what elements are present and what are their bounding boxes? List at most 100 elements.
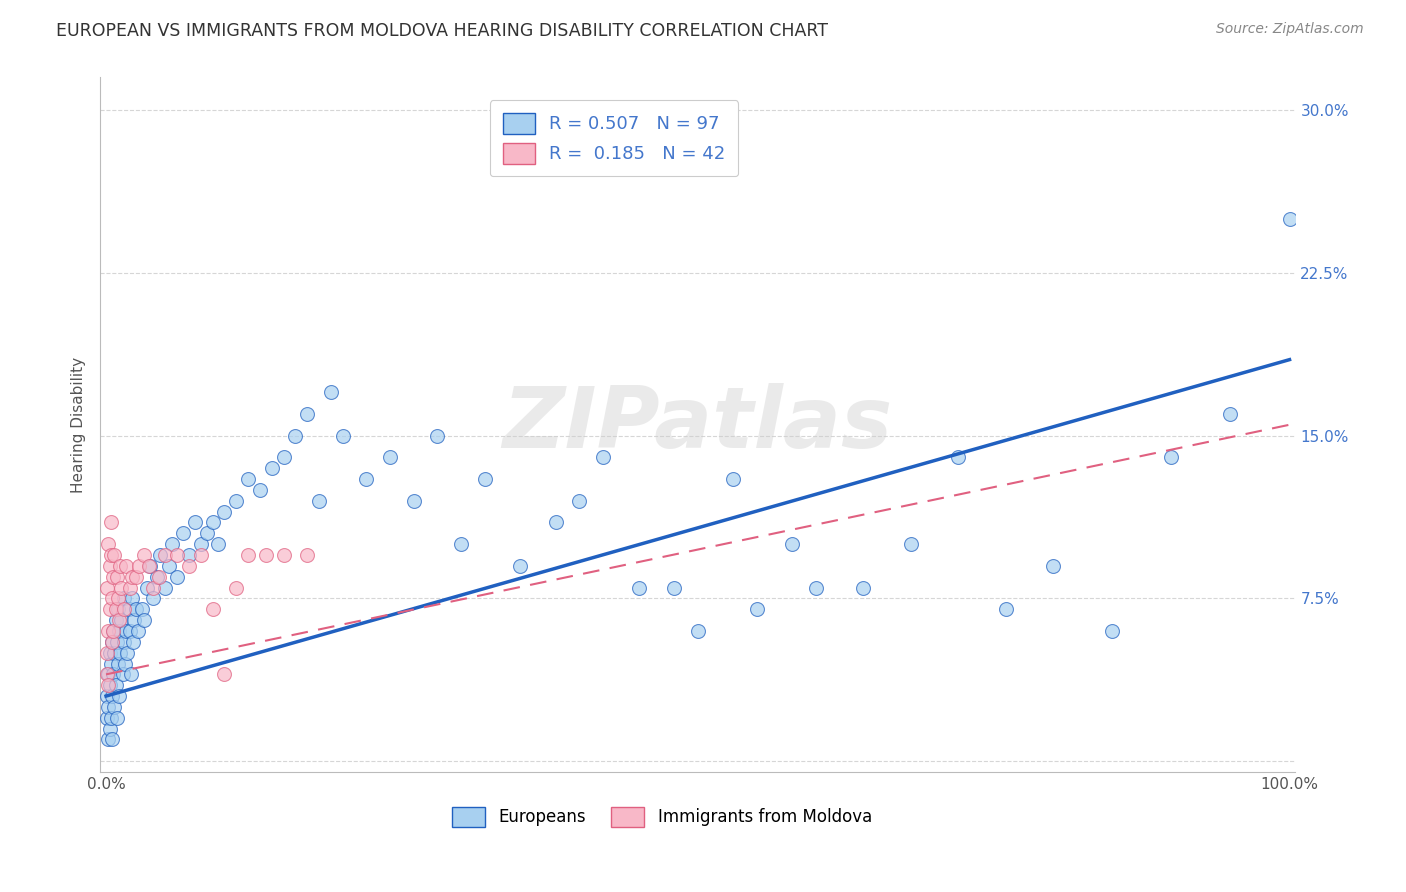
Europeans bbox=[1278, 211, 1301, 226]
Europeans bbox=[426, 428, 449, 442]
Europeans bbox=[308, 493, 330, 508]
Immigrants from Moldova bbox=[110, 581, 132, 595]
Immigrants from Moldova bbox=[96, 667, 118, 681]
Europeans bbox=[804, 581, 827, 595]
Europeans bbox=[627, 581, 650, 595]
Text: ZIPatlas: ZIPatlas bbox=[503, 384, 893, 467]
Europeans bbox=[98, 722, 121, 736]
Immigrants from Moldova bbox=[115, 558, 138, 573]
Europeans bbox=[114, 657, 136, 671]
Europeans bbox=[356, 472, 378, 486]
Immigrants from Moldova bbox=[96, 581, 118, 595]
Europeans bbox=[103, 700, 125, 714]
Immigrants from Moldova bbox=[177, 558, 200, 573]
Europeans bbox=[101, 689, 124, 703]
Europeans bbox=[190, 537, 212, 551]
Europeans bbox=[117, 646, 139, 660]
Europeans bbox=[509, 558, 531, 573]
Europeans bbox=[97, 700, 120, 714]
Europeans bbox=[1160, 450, 1182, 465]
Europeans bbox=[162, 537, 184, 551]
Immigrants from Moldova bbox=[101, 570, 124, 584]
Europeans bbox=[177, 548, 200, 562]
Europeans bbox=[127, 624, 149, 638]
Europeans bbox=[100, 657, 122, 671]
Europeans bbox=[544, 516, 567, 530]
Immigrants from Moldova bbox=[155, 548, 177, 562]
Europeans bbox=[155, 581, 177, 595]
Europeans bbox=[149, 548, 172, 562]
Immigrants from Moldova bbox=[297, 548, 319, 562]
Immigrants from Moldova bbox=[101, 635, 124, 649]
Europeans bbox=[994, 602, 1017, 616]
Immigrants from Moldova bbox=[96, 646, 118, 660]
Immigrants from Moldova bbox=[132, 548, 155, 562]
Immigrants from Moldova bbox=[100, 548, 122, 562]
Europeans bbox=[115, 624, 138, 638]
Immigrants from Moldova bbox=[104, 602, 127, 616]
Europeans bbox=[592, 450, 614, 465]
Europeans bbox=[900, 537, 922, 551]
Immigrants from Moldova bbox=[100, 516, 122, 530]
Y-axis label: Hearing Disability: Hearing Disability bbox=[72, 357, 86, 492]
Europeans bbox=[108, 689, 131, 703]
Immigrants from Moldova bbox=[201, 602, 224, 616]
Immigrants from Moldova bbox=[225, 581, 247, 595]
Europeans bbox=[108, 624, 131, 638]
Europeans bbox=[474, 472, 496, 486]
Immigrants from Moldova bbox=[97, 678, 120, 692]
Immigrants from Moldova bbox=[190, 548, 212, 562]
Europeans bbox=[117, 602, 139, 616]
Europeans bbox=[101, 635, 124, 649]
Europeans bbox=[946, 450, 969, 465]
Europeans bbox=[172, 526, 194, 541]
Immigrants from Moldova bbox=[124, 570, 146, 584]
Immigrants from Moldova bbox=[97, 624, 120, 638]
Europeans bbox=[236, 472, 259, 486]
Text: EUROPEAN VS IMMIGRANTS FROM MOLDOVA HEARING DISABILITY CORRELATION CHART: EUROPEAN VS IMMIGRANTS FROM MOLDOVA HEAR… bbox=[56, 22, 828, 40]
Europeans bbox=[157, 558, 180, 573]
Europeans bbox=[131, 602, 153, 616]
Europeans bbox=[225, 493, 247, 508]
Europeans bbox=[122, 635, 145, 649]
Europeans bbox=[782, 537, 804, 551]
Immigrants from Moldova bbox=[112, 602, 135, 616]
Europeans bbox=[98, 678, 121, 692]
Immigrants from Moldova bbox=[101, 624, 124, 638]
Europeans bbox=[111, 667, 134, 681]
Europeans bbox=[450, 537, 472, 551]
Europeans bbox=[1042, 558, 1064, 573]
Immigrants from Moldova bbox=[98, 558, 121, 573]
Europeans bbox=[118, 624, 141, 638]
Immigrants from Moldova bbox=[98, 602, 121, 616]
Europeans bbox=[101, 624, 124, 638]
Europeans bbox=[104, 678, 127, 692]
Europeans bbox=[97, 732, 120, 747]
Europeans bbox=[104, 613, 127, 627]
Europeans bbox=[1101, 624, 1123, 638]
Europeans bbox=[124, 613, 146, 627]
Europeans bbox=[852, 581, 875, 595]
Europeans bbox=[402, 493, 425, 508]
Europeans bbox=[745, 602, 768, 616]
Immigrants from Moldova bbox=[214, 667, 236, 681]
Europeans bbox=[132, 613, 155, 627]
Immigrants from Moldova bbox=[97, 537, 120, 551]
Europeans bbox=[273, 450, 295, 465]
Europeans bbox=[568, 493, 591, 508]
Europeans bbox=[332, 428, 354, 442]
Immigrants from Moldova bbox=[166, 548, 188, 562]
Europeans bbox=[207, 537, 229, 551]
Europeans bbox=[110, 646, 132, 660]
Europeans bbox=[120, 667, 142, 681]
Europeans bbox=[112, 591, 135, 606]
Europeans bbox=[640, 146, 662, 161]
Europeans bbox=[146, 570, 169, 584]
Europeans bbox=[284, 428, 307, 442]
Europeans bbox=[105, 711, 128, 725]
Europeans bbox=[98, 646, 121, 660]
Immigrants from Moldova bbox=[142, 581, 165, 595]
Immigrants from Moldova bbox=[121, 570, 143, 584]
Europeans bbox=[101, 732, 124, 747]
Immigrants from Moldova bbox=[148, 570, 170, 584]
